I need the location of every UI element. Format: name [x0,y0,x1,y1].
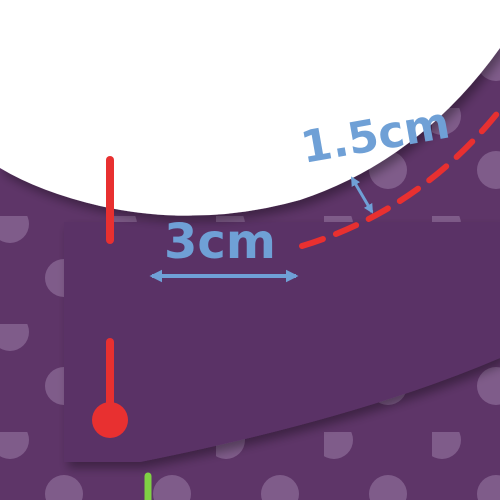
pivot-point-marker [92,402,128,438]
cutting-lines [92,107,500,438]
measurements [149,176,374,283]
seam-allowance-arrow [350,176,374,214]
neck-opening [0,0,500,216]
hem-width-label: 3cm [164,214,276,270]
seam-allowance-dashed-line [299,107,500,249]
